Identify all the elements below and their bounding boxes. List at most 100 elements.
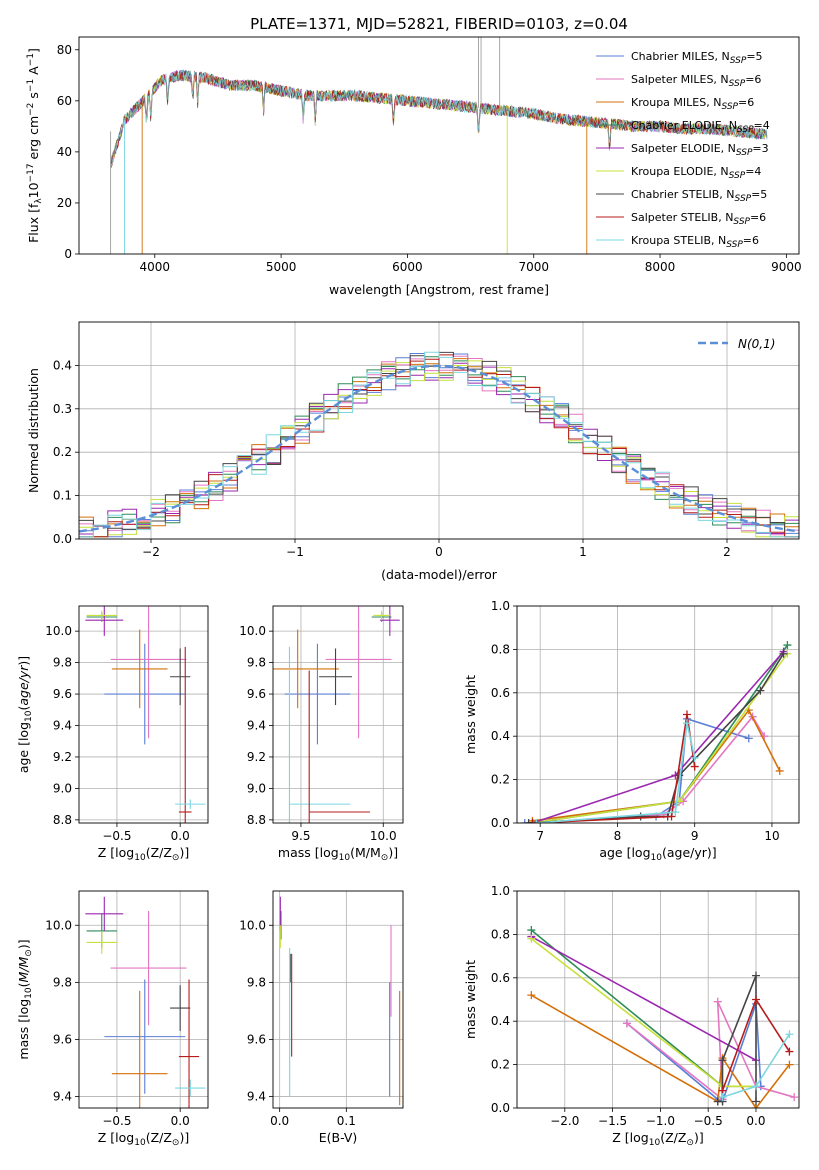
x-axis-label: Z [log10(Z/Z⊙)] xyxy=(612,1130,703,1148)
x-tick-label: 4000 xyxy=(140,260,171,274)
errorbar xyxy=(104,979,186,1094)
axes-frame xyxy=(272,890,404,1109)
panel-mass-vs-z: −0.5 0.0 9.4 9.6 9.8 10.0 Z [log10(Z/Z⊙)] mass … xyxy=(16,890,209,1148)
x-tick-label: −2 xyxy=(142,545,160,559)
x-tick-label: 0.0 xyxy=(171,1114,190,1128)
plot-area xyxy=(273,891,403,1108)
x-tick-label: 7000 xyxy=(518,260,549,274)
y-axis-label: mass [log10(M/M⊙)] xyxy=(16,939,34,1059)
weight-marker xyxy=(667,812,676,821)
x-tick-label: 1 xyxy=(579,545,587,559)
y-tick-label: 0.4 xyxy=(491,729,510,743)
errorbar xyxy=(86,930,117,954)
weight-marker xyxy=(718,1056,727,1065)
y-tick-label: 1.0 xyxy=(491,599,510,613)
errorbar xyxy=(111,990,168,1108)
plot-area xyxy=(79,322,799,539)
weight-marker xyxy=(751,1082,760,1091)
x-tick-label: 8000 xyxy=(645,260,676,274)
weight-marker xyxy=(528,819,537,823)
y-tick-label: 0.2 xyxy=(53,445,72,459)
x-tick-label: 0.1 xyxy=(337,1114,356,1128)
panel-residuals: −2 −1 0 1 2 0.0 0.1 0.2 0.3 0.4 (data-model)/error… xyxy=(26,321,800,582)
y-tick-label: 9.6 xyxy=(53,687,72,701)
weight-marker xyxy=(785,1047,794,1056)
weight-marker xyxy=(785,1060,794,1069)
weight-line xyxy=(532,708,781,822)
errorbar xyxy=(175,799,206,809)
y-tick-label: 9.4 xyxy=(247,719,266,733)
x-tick-label: −1.5 xyxy=(598,1114,627,1128)
y-tick-label: 9.4 xyxy=(53,1090,72,1104)
panel-mass-weight-vs-z: −2.0 −1.5 −1.0 −0.5 0.0 0.0 0.2 0.4 0.6 0.8 1.0 Z [… xyxy=(463,884,800,1148)
y-tick-label: 0.6 xyxy=(491,971,510,985)
y-tick-label: 0.8 xyxy=(491,927,510,941)
weight-line xyxy=(532,644,789,823)
y-axis-label: mass weight xyxy=(463,675,478,754)
legend-entry: Salpeter ELODIE, NSSP=3 xyxy=(631,142,769,158)
panel-mass-weight-vs-age: 7 8 9 10 0.0 0.2 0.4 0.6 0.8 1.0 age [log10(age/yr… xyxy=(463,599,800,863)
x-axis-label: Z [log10(Z/Z⊙)] xyxy=(98,1130,189,1148)
legend-entry: Salpeter STELIB, NSSP=6 xyxy=(631,211,766,227)
y-tick-label: 8.8 xyxy=(53,813,72,827)
x-tick-label: −2.0 xyxy=(550,1114,579,1128)
legend-entry: Kroupa STELIB, NSSP=6 xyxy=(631,234,759,250)
x-tick-label: 10 xyxy=(764,829,779,843)
y-tick-label: 0.8 xyxy=(491,642,510,656)
axes-frame xyxy=(516,605,800,824)
x-tick-label: 0 xyxy=(435,545,443,559)
weight-marker xyxy=(524,819,533,823)
x-tick-label: 8 xyxy=(614,829,622,843)
y-tick-label: 10.0 xyxy=(239,918,266,932)
y-tick-label: 0.2 xyxy=(491,1058,510,1072)
weight-marker xyxy=(682,710,691,719)
panels: 4000 5000 6000 7000 8000 9000020406080wavelen… xyxy=(16,36,802,1148)
y-axis-label: Normed distribution xyxy=(26,368,41,493)
x-tick-label: 0.0 xyxy=(270,1114,289,1128)
weight-marker xyxy=(532,819,541,823)
axes-frame xyxy=(516,890,800,1109)
errorbar xyxy=(170,648,191,706)
y-tick-label: 9.8 xyxy=(53,656,72,670)
weight-marker xyxy=(690,762,699,771)
errorbar xyxy=(86,610,117,621)
weight-marker xyxy=(783,641,792,650)
x-tick-label: 7 xyxy=(536,829,544,843)
x-tick-label: 0.0 xyxy=(746,1114,765,1128)
y-axis-label: age [log10(age/yr)] xyxy=(16,656,34,773)
legend: N(0,1) xyxy=(698,337,775,351)
weight-marker xyxy=(744,734,753,743)
weight-marker xyxy=(751,995,760,1004)
weight-marker xyxy=(682,719,691,728)
y-tick-label: 0.2 xyxy=(491,773,510,787)
plot-area xyxy=(517,891,799,1108)
y-tick-label: 9.4 xyxy=(53,719,72,733)
x-tick-label: −1 xyxy=(286,545,304,559)
y-tick-label: 0.4 xyxy=(491,1014,510,1028)
weight-marker xyxy=(713,997,722,1006)
y-tick-label: 0 xyxy=(64,247,72,261)
errorbar xyxy=(111,629,168,709)
weight-marker xyxy=(527,991,536,1000)
x-axis-label: Z [log10(Z/Z⊙)] xyxy=(98,845,189,863)
errorbar xyxy=(85,606,124,636)
legend-entry: Chabrier MILES, NSSP=5 xyxy=(631,50,763,66)
y-tick-label: 9.8 xyxy=(53,975,72,989)
x-tick-label: 2 xyxy=(723,545,731,559)
x-tick-label: −0.5 xyxy=(102,829,131,843)
panel-mass-vs-ebv: 0.0 0.1 9.4 9.6 9.8 10.0 E(B-V) xyxy=(239,890,404,1145)
histogram-steps xyxy=(79,351,799,538)
weight-marker xyxy=(756,686,765,695)
x-axis-label: wavelength [Angstrom, rest frame] xyxy=(329,282,549,297)
figure-title: PLATE=1371, MJD=52821, FIBERID=0103, z=0… xyxy=(250,15,628,33)
y-tick-label: 9.2 xyxy=(247,750,266,764)
y-tick-label: 9.6 xyxy=(53,1032,72,1046)
weight-marker xyxy=(751,1097,760,1106)
x-tick-label: 9.5 xyxy=(291,829,310,843)
errorbar xyxy=(284,643,351,745)
legend: Chabrier MILES, NSSP=5 Salpeter MILES, NS… xyxy=(596,50,770,250)
axes-frame xyxy=(78,890,209,1109)
y-axis-label: Flux [fλ10−17 erg cm−2 s−1 A−1] xyxy=(26,48,44,243)
y-tick-label: 0.0 xyxy=(491,816,510,830)
axes-frame xyxy=(78,605,209,824)
